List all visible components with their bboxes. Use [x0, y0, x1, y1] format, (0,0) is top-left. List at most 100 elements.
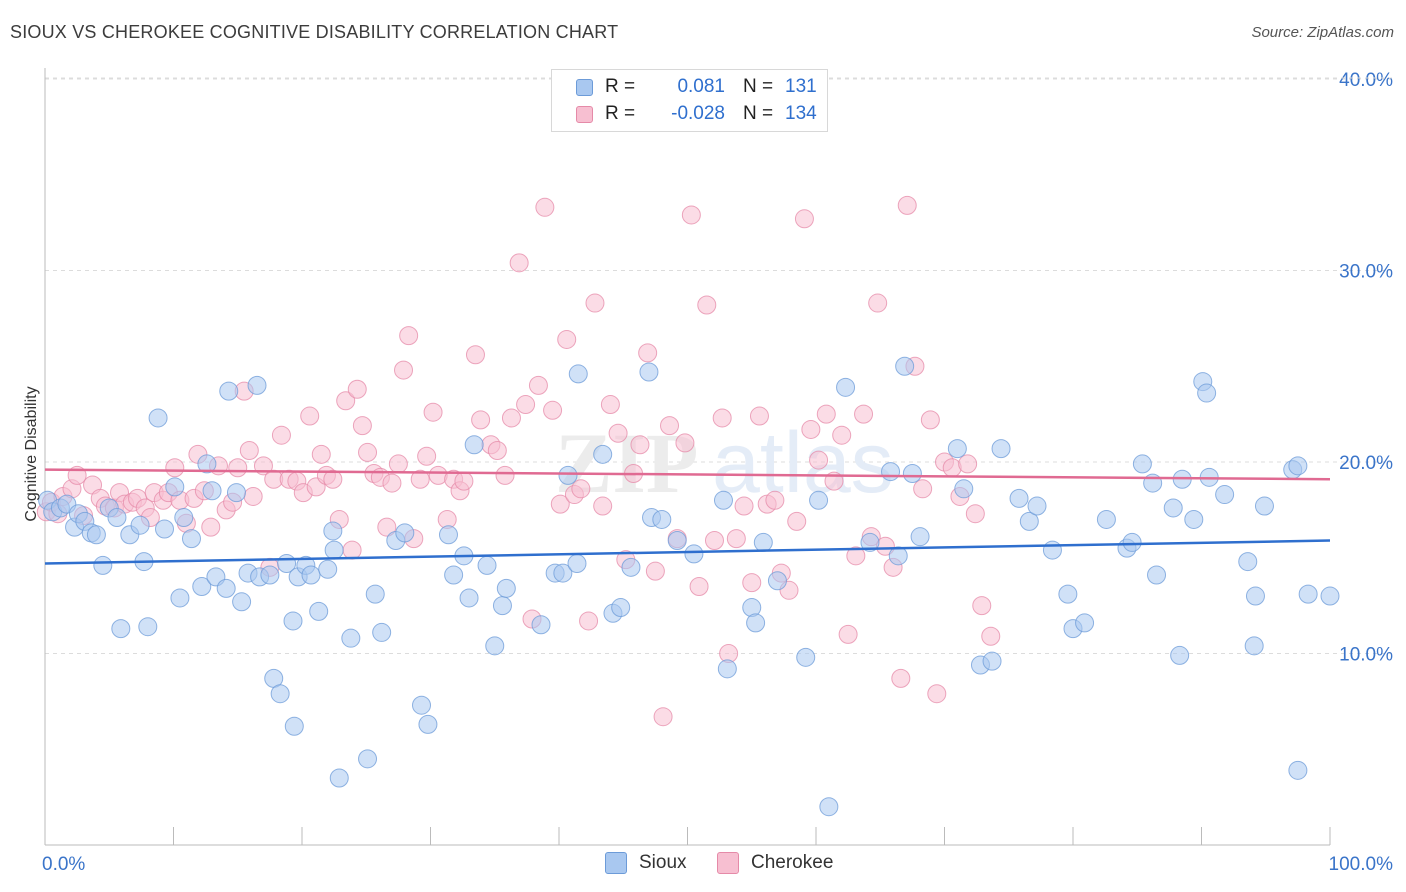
sioux-point: [111, 619, 131, 639]
sioux-point: [746, 613, 766, 633]
sioux-point: [1184, 509, 1204, 529]
cherokee-point: [913, 479, 933, 499]
sioux-point: [192, 576, 212, 596]
sioux-point: [809, 490, 829, 510]
sioux-point: [284, 716, 304, 736]
cherokee-point: [846, 546, 866, 566]
cherokee-point: [897, 195, 917, 215]
sioux-point: [888, 546, 908, 566]
cherokee-point: [471, 410, 491, 430]
sioux-point: [181, 529, 201, 549]
sioux-point: [567, 553, 587, 573]
sioux-point: [836, 377, 856, 397]
sioux-point: [216, 578, 236, 598]
cherokee-point: [528, 375, 548, 395]
sioux-point: [329, 768, 349, 788]
cherokee-point: [697, 295, 717, 315]
sioux-point: [438, 525, 458, 545]
legend-n-value: 134: [785, 103, 817, 124]
stats-legend: R = 0.081 N = 131 R = -0.028 N = 134: [551, 69, 828, 132]
sioux-point: [819, 797, 839, 817]
legend-item-cherokee: Cherokee: [717, 852, 833, 874]
sioux-point: [107, 508, 127, 528]
cherokee-point: [653, 707, 673, 727]
legend-n-label: N =: [743, 76, 774, 97]
sioux-point: [1238, 552, 1258, 572]
sioux-point: [148, 408, 168, 428]
legend-sioux-label: Sioux: [639, 852, 687, 873]
sioux-point: [197, 454, 217, 474]
sioux-point: [954, 479, 974, 499]
sioux-point: [553, 563, 573, 583]
cherokee-point: [854, 404, 874, 424]
cherokee-point: [388, 454, 408, 474]
cherokee-point: [352, 416, 372, 436]
cherokee-point: [965, 504, 985, 524]
sioux-point: [1197, 383, 1217, 403]
sioux-point: [1019, 511, 1039, 531]
cherokee-point: [399, 326, 419, 346]
cherokee-point: [394, 360, 414, 380]
cherokee-point: [972, 596, 992, 616]
cherokee-point: [417, 446, 437, 466]
cherokee-point: [311, 444, 331, 464]
sioux-point: [611, 598, 631, 618]
cherokee-point: [201, 517, 221, 537]
sioux-point: [1215, 485, 1235, 505]
cherokee-point: [228, 458, 248, 478]
sioux-point: [558, 465, 578, 485]
cherokee-point: [801, 419, 821, 439]
sioux-point: [341, 628, 361, 648]
cherokee-point: [342, 540, 362, 560]
sioux-point: [1244, 636, 1264, 656]
sioux-point: [283, 611, 303, 631]
chart-title: SIOUX VS CHEROKEE COGNITIVE DISABILITY C…: [10, 22, 619, 42]
cherokee-point: [675, 433, 695, 453]
sioux-point: [459, 588, 479, 608]
legend-item-sioux: Sioux: [605, 852, 687, 874]
sioux-point: [324, 540, 344, 560]
sioux-point: [138, 617, 158, 637]
sioux-point: [767, 571, 787, 591]
legend-cherokee-label: Cherokee: [751, 852, 834, 873]
sioux-point: [485, 636, 505, 656]
sioux-point: [444, 565, 464, 585]
cherokee-point: [704, 531, 724, 551]
sioux-point: [652, 509, 672, 529]
cherokee-point: [165, 458, 185, 478]
sioux-point: [170, 588, 190, 608]
cherokee-point: [579, 611, 599, 631]
sioux-point: [412, 695, 432, 715]
sioux-point: [1075, 613, 1095, 633]
sioux-point: [1245, 586, 1265, 606]
sioux-point: [247, 375, 267, 395]
sioux-point: [621, 557, 641, 577]
sioux-point: [496, 578, 516, 598]
cherokee-point: [726, 529, 746, 549]
cherokee-point: [765, 490, 785, 510]
cherokee-point: [571, 479, 591, 499]
x-tick-label: 100.0%: [1329, 854, 1394, 875]
legend-r-label: R =: [605, 76, 636, 97]
cherokee-point: [243, 486, 263, 506]
cherokee-swatch: [576, 105, 593, 123]
sioux-point: [1254, 496, 1274, 516]
legend-n-value: 131: [785, 76, 817, 97]
sioux-point: [1009, 488, 1029, 508]
cherokee-point: [920, 410, 940, 430]
y-tick-label: 40.0%: [1339, 70, 1393, 91]
cherokee-point: [600, 395, 620, 415]
cherokee-point: [712, 408, 732, 428]
sioux-point: [902, 463, 922, 483]
cherokee-point: [487, 441, 507, 461]
y-tick-label: 10.0%: [1339, 645, 1393, 666]
legend-r-label: R =: [605, 103, 636, 124]
sioux-point: [130, 515, 150, 535]
cherokee-point: [927, 684, 947, 704]
cherokee-point: [300, 406, 320, 426]
cherokee-point: [742, 573, 762, 593]
series-legend: Sioux Cherokee: [0, 852, 1406, 876]
x-tick-label: 0.0%: [42, 854, 85, 875]
sioux-point: [1298, 584, 1318, 604]
sioux-point: [232, 592, 252, 612]
